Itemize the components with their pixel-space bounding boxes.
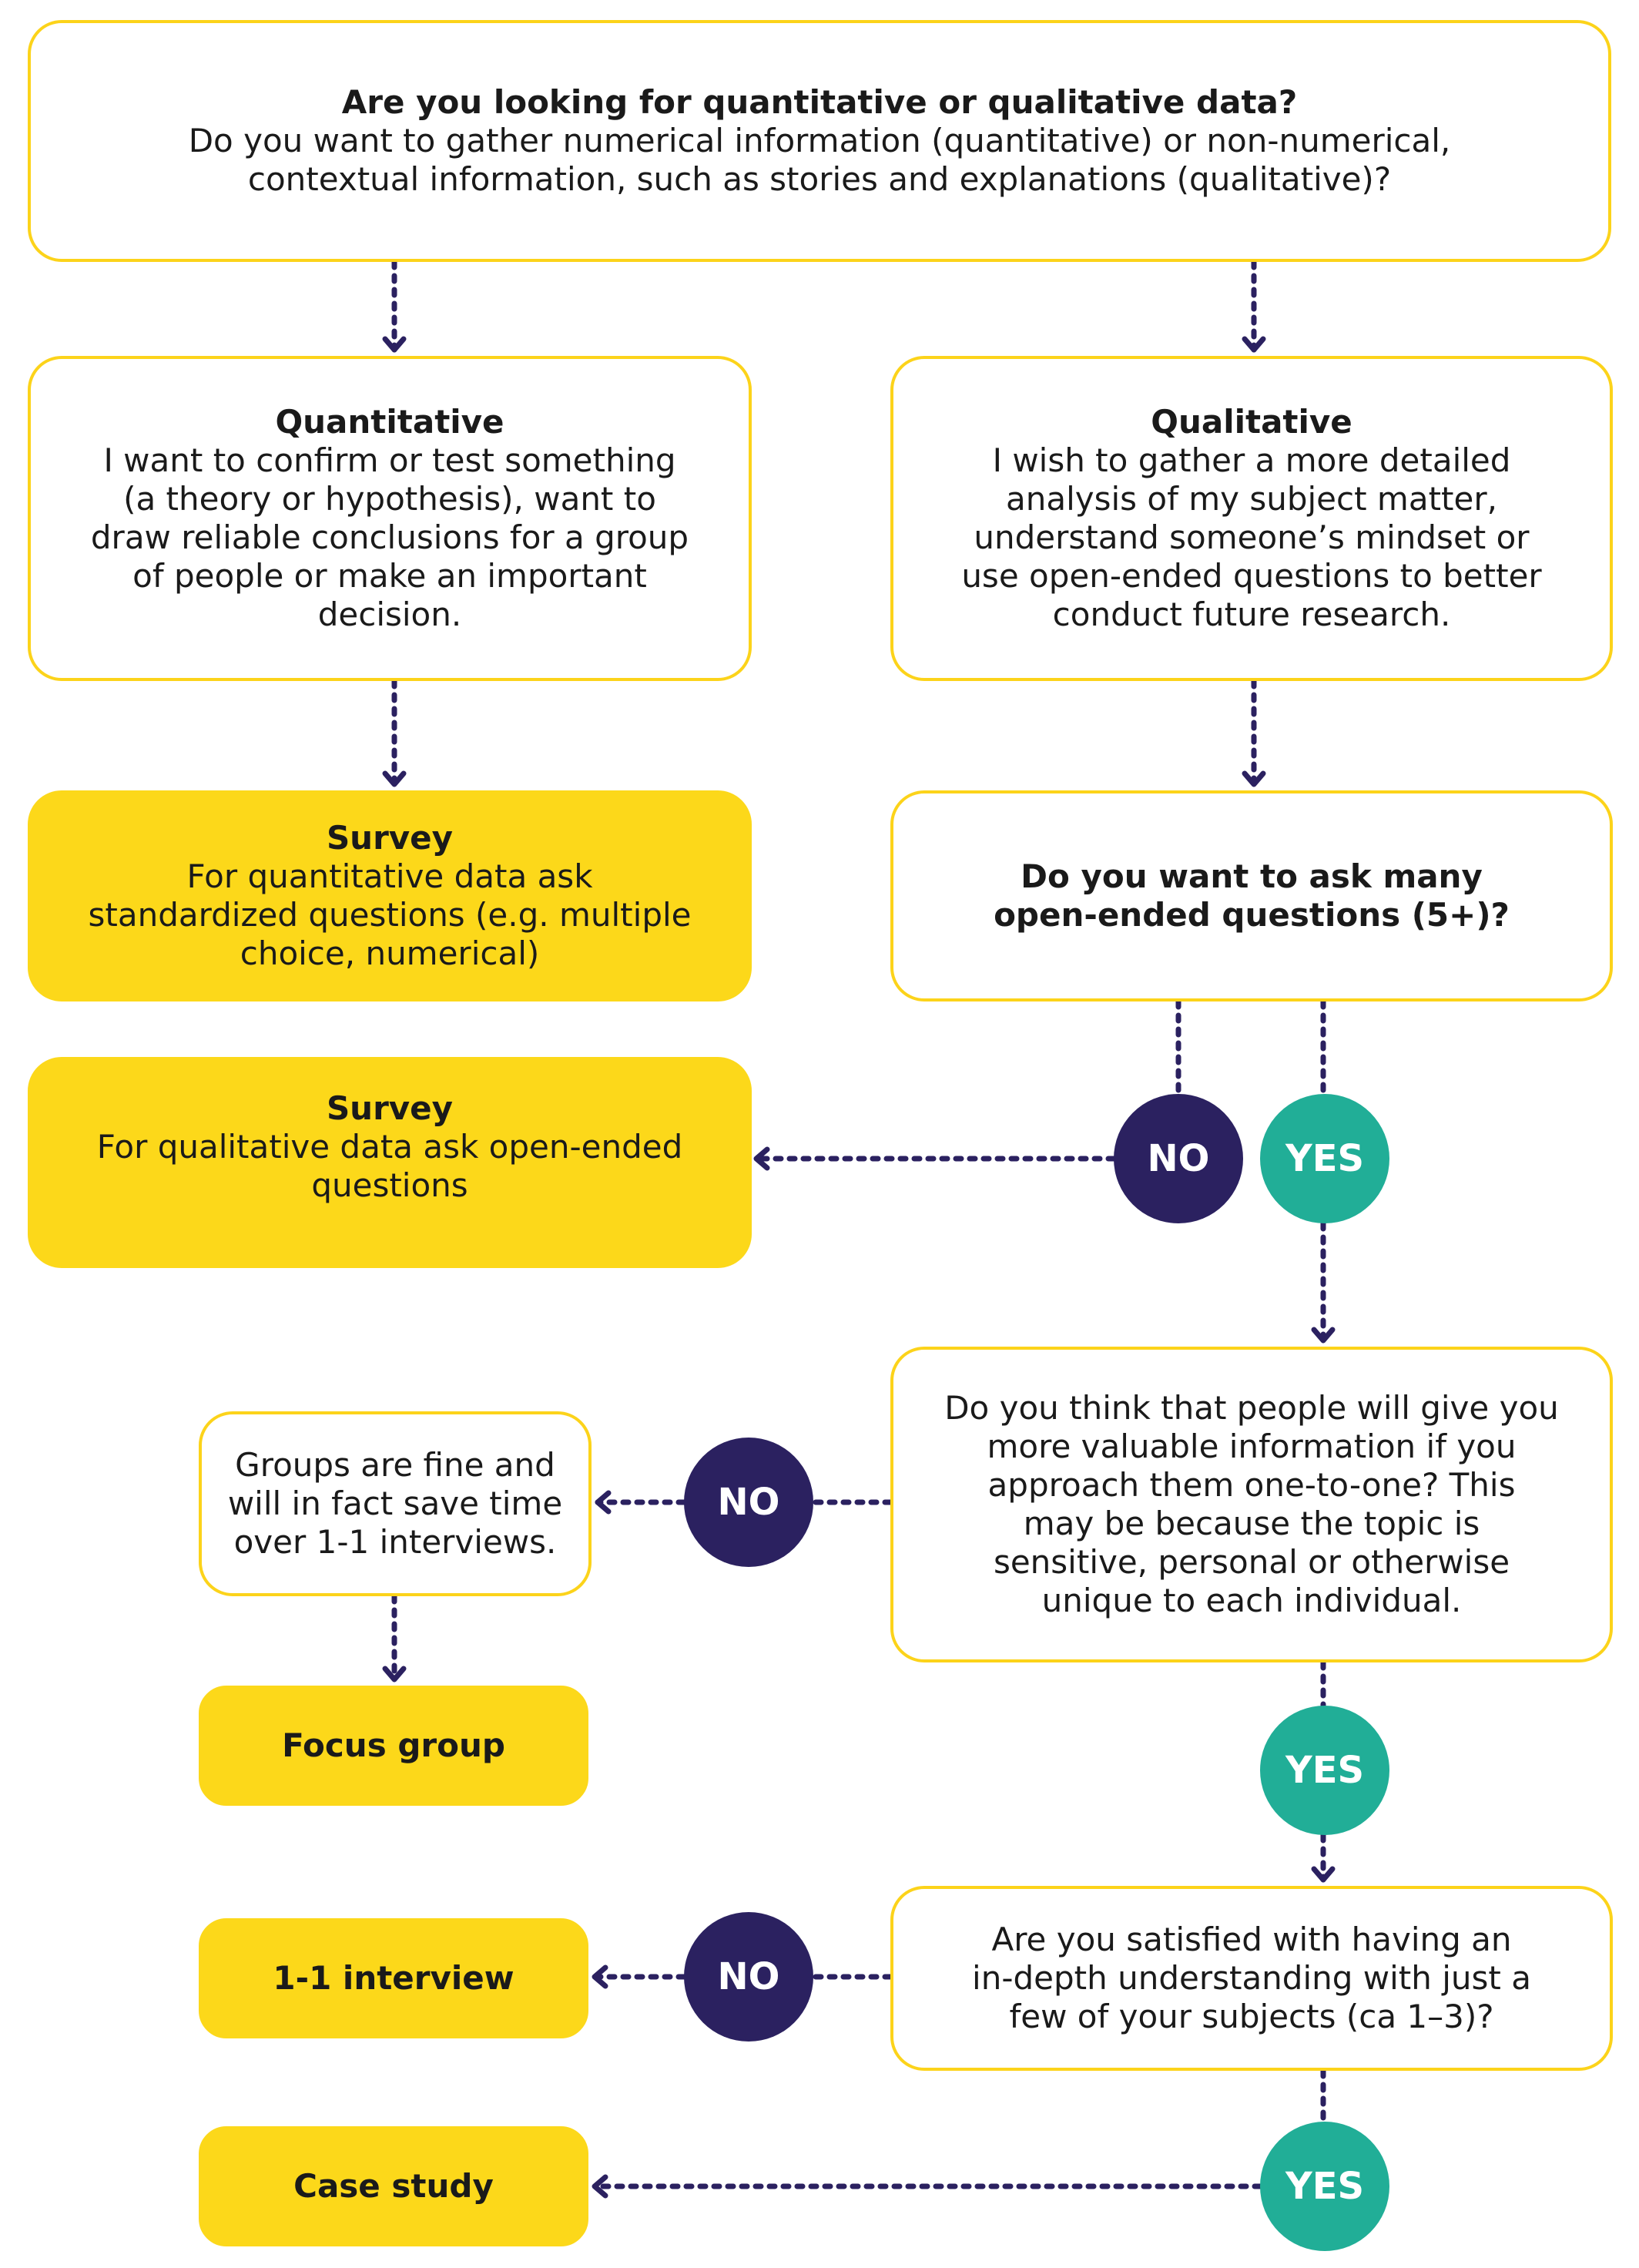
case-study-box: Case study: [199, 2126, 588, 2246]
qualitative-line-1: I wish to gather a more detailed: [992, 441, 1511, 479]
survey-qualitative-box: Survey For qualitative data ask open-end…: [28, 1057, 752, 1268]
many-questions-line-2: open-ended questions (5+)?: [994, 896, 1510, 934]
arrow-quantitative-to-survey-arrowhead: [382, 770, 407, 787]
groups-fine-line-2: will in fact save time: [227, 1485, 563, 1522]
satisfied-line-2: in-depth understanding with just a: [972, 1959, 1531, 1997]
quantitative-line-3: draw reliable conclusions for a group: [90, 518, 689, 556]
survey-quantitative-title: Survey: [326, 819, 454, 857]
interview-box: 1-1 interview: [199, 1918, 588, 2038]
groups-fine-line-3: over 1-1 interviews.: [233, 1523, 557, 1561]
survey-quantitative-line-2: standardized questions (e.g. multiple: [88, 896, 692, 934]
arrow-no-to-survey-qualitative-arrowhead: [753, 1146, 770, 1171]
quantitative-line-5: decision.: [317, 596, 462, 633]
interview-title: 1-1 interview: [273, 1959, 514, 1997]
many-questions-line-1: Do you want to ask many: [1021, 857, 1483, 895]
quantitative-line-4: of people or make an important: [132, 557, 647, 595]
one-to-one-line-6: unique to each individual.: [1041, 1582, 1462, 1619]
satisfied-box: Are you satisfied with having an in-dept…: [890, 1886, 1613, 2071]
qualitative-line-2: analysis of my subject matter,: [1006, 480, 1497, 518]
case-study-title: Case study: [293, 2167, 494, 2205]
satisfied-line-3: few of your subjects (ca 1–3)?: [1009, 1998, 1494, 2035]
no-badge-satisfied: NO: [684, 1912, 813, 2042]
qualitative-box: Qualitative I wish to gather a more deta…: [890, 356, 1613, 681]
top-question-title: Are you looking for quantitative or qual…: [341, 83, 1298, 121]
qualitative-line-3: understand someone’s mindset or: [974, 518, 1530, 556]
qualitative-line-4: use open-ended questions to better: [961, 557, 1542, 595]
arrow-yes-to-satisfied-arrowhead: [1311, 1866, 1336, 1883]
arrow-qualitative-to-many-questions-arrowhead: [1242, 770, 1266, 787]
one-to-one-line-3: approach them one-to-one? This: [987, 1466, 1516, 1504]
one-to-one-line-2: more valuable information if you: [987, 1428, 1517, 1465]
one-to-one-line-1: Do you think that people will give you: [944, 1389, 1559, 1427]
arrow-groups-fine-to-focus-group-arrowhead: [382, 1666, 407, 1683]
one-to-one-box: Do you think that people will give you m…: [890, 1347, 1613, 1662]
arrow-no-to-interview-arrowhead: [592, 1964, 608, 1989]
qualitative-title: Qualitative: [1151, 403, 1352, 441]
qualitative-line-5: conduct future research.: [1052, 596, 1451, 633]
top-question-line-1: Do you want to gather numerical informat…: [188, 122, 1451, 159]
yes-badge-many-questions: YES: [1260, 1094, 1389, 1223]
top-question-line-2: contextual information, such as stories …: [247, 160, 1392, 198]
focus-group-box: Focus group: [199, 1686, 588, 1806]
arrow-top-to-qualitative-arrowhead: [1242, 336, 1266, 353]
no-badge-many-questions: NO: [1114, 1094, 1243, 1223]
one-to-one-line-5: sensitive, personal or otherwise: [993, 1543, 1510, 1581]
one-to-one-line-4: may be because the topic is: [1023, 1505, 1480, 1542]
survey-qualitative-title: Survey: [326, 1089, 454, 1127]
no-badge-one-to-one: NO: [684, 1438, 813, 1567]
survey-quantitative-line-3: choice, numerical): [240, 934, 540, 972]
yes-badge-satisfied: YES: [1260, 2122, 1389, 2251]
arrow-no-to-groups-fine-arrowhead: [595, 1490, 612, 1515]
focus-group-title: Focus group: [282, 1726, 505, 1764]
survey-qualitative-line-1: For qualitative data ask open-ended: [96, 1128, 683, 1166]
arrow-yes-to-case-study-arrowhead: [592, 2174, 608, 2199]
survey-quantitative-box: Survey For quantitative data ask standar…: [28, 790, 752, 1001]
arrow-yes-to-one-to-one-arrowhead: [1311, 1327, 1336, 1344]
yes-badge-one-to-one: YES: [1260, 1706, 1389, 1835]
groups-fine-box: Groups are fine and will in fact save ti…: [199, 1411, 592, 1596]
top-question-box: Are you looking for quantitative or qual…: [28, 20, 1611, 262]
survey-quantitative-line-1: For quantitative data ask: [186, 857, 593, 895]
quantitative-box: Quantitative I want to confirm or test s…: [28, 356, 752, 681]
arrow-top-to-quantitative-arrowhead: [382, 336, 407, 353]
many-questions-box: Do you want to ask many open-ended quest…: [890, 790, 1613, 1001]
quantitative-title: Quantitative: [275, 403, 504, 441]
survey-qualitative-line-2: questions: [311, 1166, 468, 1204]
quantitative-line-2: (a theory or hypothesis), want to: [123, 480, 656, 518]
groups-fine-line-1: Groups are fine and: [235, 1446, 555, 1484]
quantitative-line-1: I want to confirm or test something: [103, 441, 676, 479]
satisfied-line-1: Are you satisfied with having an: [991, 1921, 1512, 1958]
